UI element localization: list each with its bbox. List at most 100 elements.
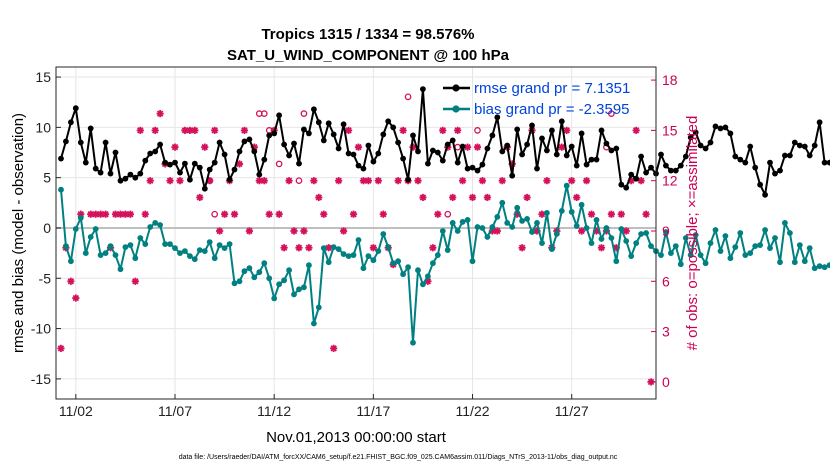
bias-point (400, 271, 406, 278)
rmse-point (112, 149, 119, 156)
rmse-point (172, 159, 178, 166)
bias-point (444, 247, 451, 254)
obs-assimilated-stroke (305, 244, 313, 251)
rmse-point (320, 137, 327, 144)
y-axis-label: rmse and bias (model - observation) (10, 113, 27, 353)
obs-assimilated-point (478, 177, 487, 185)
bias-point (578, 201, 585, 208)
bias-point (767, 245, 773, 252)
rmse-point (177, 169, 183, 176)
obs-assimilated-point (573, 193, 581, 202)
bias-point (504, 220, 511, 226)
y2-tick-label: 15 (662, 122, 678, 138)
obs-assimilated-stroke (370, 244, 377, 251)
rmse-point (618, 181, 625, 188)
rmse-point (782, 152, 788, 159)
bias-point (187, 253, 193, 259)
obs-assimilated-point (379, 210, 387, 218)
rmse-point (216, 139, 223, 146)
bias-point (717, 248, 724, 255)
bias-point (459, 219, 466, 225)
rmse-point (68, 119, 74, 126)
bias-point (370, 257, 377, 264)
rmse-point (608, 147, 615, 154)
obs-assimilated-point (310, 177, 318, 185)
obs-assimilated-point (468, 193, 477, 202)
bias-point (68, 258, 74, 265)
bias-point (330, 244, 337, 251)
x-tick-label: 11/12 (257, 403, 291, 419)
rmse-point (271, 130, 278, 137)
obs-assimilated-point (578, 227, 586, 235)
bias-point (375, 248, 382, 255)
rmse-point (509, 172, 516, 179)
rmse-point (400, 155, 406, 162)
obs-assimilated-point (220, 210, 229, 218)
obs-assimilated-stroke (231, 210, 238, 218)
bias-point (63, 243, 69, 250)
rmse-point (727, 130, 734, 137)
rmse-point (573, 162, 580, 169)
bias-point (588, 240, 595, 247)
rmse-point (722, 124, 729, 131)
rmse-point (702, 145, 709, 152)
bias-point (87, 234, 94, 240)
rmse-point (826, 159, 830, 166)
rmse-point (712, 123, 719, 130)
obs-assimilated-stroke (261, 177, 268, 184)
bias-point (509, 224, 516, 230)
obs-assimilated-point (211, 126, 219, 134)
obs-assimilated-stroke (563, 127, 570, 134)
bias-point (727, 255, 734, 262)
obs-assimilated-point (141, 210, 149, 218)
bias-point (221, 245, 228, 252)
obs-assimilated-stroke (156, 110, 164, 117)
bias-point (737, 230, 744, 236)
rmse-point (821, 159, 828, 166)
obs-assimilated-point (216, 227, 224, 235)
rmse-point (484, 145, 491, 152)
bias-point (380, 231, 387, 237)
rmse-point (345, 150, 352, 157)
bias-point (484, 234, 491, 240)
obs-assimilated-stroke (151, 127, 159, 134)
bias-point (608, 235, 615, 241)
series-layer (58, 86, 830, 346)
rmse-point (643, 169, 649, 176)
obs-assimilated-stroke (176, 177, 184, 184)
bias-point (489, 224, 496, 230)
rmse-point (633, 175, 640, 182)
chart-subtitle: SAT_U_WIND_COMPONENT @ 100 hPa (227, 47, 510, 64)
bias-point (553, 231, 560, 237)
bias-point (524, 216, 530, 222)
rmse-point (816, 119, 823, 126)
bias-point (687, 252, 694, 258)
obs-assimilated-stroke (236, 160, 243, 168)
rmse-point (415, 148, 421, 155)
rmse-point (692, 129, 699, 136)
bias-point (236, 278, 243, 285)
data-file-footer: data file: /Users/raeder/DAI/ATM_forcXX/… (179, 454, 618, 461)
obs-assimilated-stroke (285, 177, 293, 184)
bias-point (539, 240, 545, 247)
obs-assimilated-stroke (315, 194, 323, 201)
obs-assimilated-point (538, 210, 546, 218)
rmse-point (122, 175, 129, 182)
obs-assimilated-point (191, 126, 199, 134)
bias-point (643, 230, 649, 236)
y2-tick-label: 12 (662, 173, 678, 189)
obs-assimilated-point (57, 344, 65, 352)
rmse-point (251, 148, 258, 155)
obs-assimilated-point (622, 227, 630, 235)
obs-assimilated-stroke (375, 177, 382, 184)
rmse-point (732, 153, 739, 160)
bias-point (494, 214, 501, 220)
obs-assimilated-point (558, 143, 566, 151)
obs-assimilated-stroke (97, 210, 104, 218)
obs-assimilated-stroke (166, 177, 174, 184)
bias-point (211, 255, 218, 262)
obs-assimilated-point (414, 177, 422, 185)
obs-assimilated-stroke (360, 177, 367, 184)
bias-point (301, 284, 307, 291)
obs-assimilated-stroke (127, 210, 134, 218)
